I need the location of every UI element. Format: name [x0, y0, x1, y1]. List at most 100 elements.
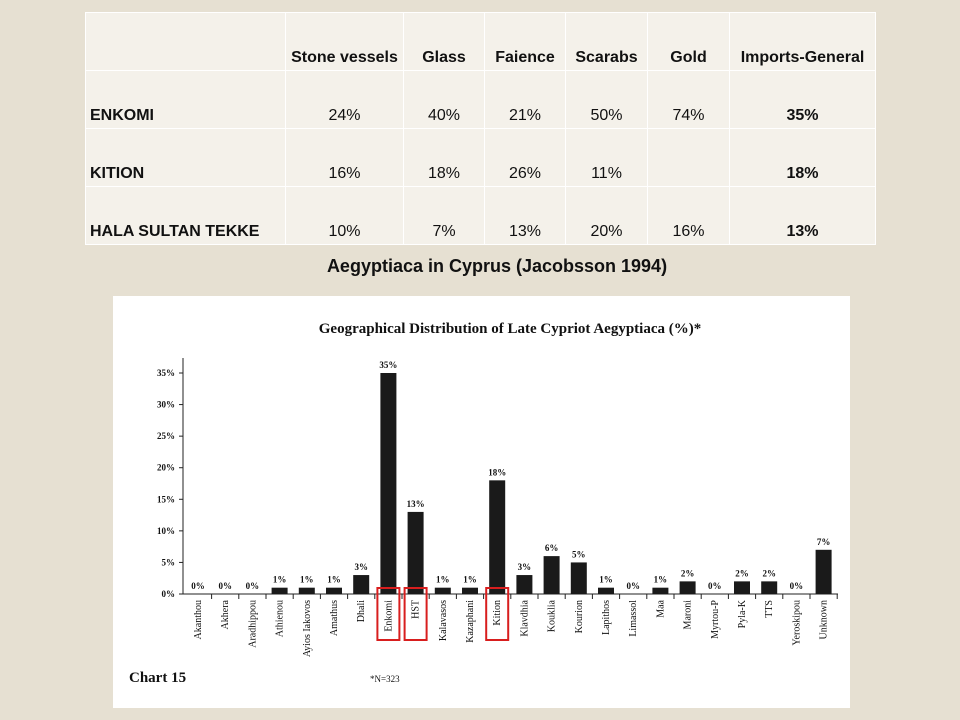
- bar: [598, 587, 614, 594]
- table-cell: 40%: [403, 70, 485, 129]
- x-tick-label: Amathus: [329, 600, 340, 636]
- x-tick-label: HST: [411, 600, 422, 619]
- data-label: 2%: [762, 568, 776, 578]
- table-cell: 74%: [647, 70, 730, 129]
- x-tick-label: Akhera: [220, 599, 231, 629]
- x-tick-label: Unknown: [819, 600, 830, 639]
- data-label: 0%: [790, 581, 804, 591]
- x-tick-label: Aradhippou: [247, 600, 258, 648]
- y-tick-label: 30%: [157, 400, 175, 410]
- bar: [652, 587, 669, 594]
- table-cell: Imports-General: [729, 12, 876, 71]
- y-tick-label: 20%: [157, 463, 175, 473]
- data-label: 1%: [273, 575, 287, 585]
- table-cell: 7%: [403, 186, 485, 245]
- x-tick-label: Dhali: [356, 600, 367, 622]
- data-label: 0%: [191, 581, 205, 591]
- table-cell: Stone vessels: [285, 12, 404, 71]
- data-label: 1%: [300, 575, 314, 585]
- x-tick-label: Pyla-K: [737, 599, 748, 628]
- y-tick-label: 0%: [162, 589, 176, 599]
- table-cell: Glass: [403, 12, 485, 71]
- data-label: 2%: [681, 568, 695, 578]
- table-cell: KITION: [85, 128, 286, 187]
- table-row: Stone vessels Glass Faience Scarabs Gold Impo…: [85, 12, 876, 71]
- highlight-box: [485, 587, 510, 641]
- table-cell: 10%: [285, 186, 404, 245]
- data-label: 1%: [599, 575, 613, 585]
- bar: [679, 581, 696, 594]
- x-tick-label: Akanthou: [193, 600, 204, 639]
- table-cell: 24%: [285, 70, 404, 129]
- x-tick-label: Maroni: [683, 600, 694, 630]
- x-tick-label: Kition: [492, 600, 503, 626]
- x-tick-label: Kazaphani: [465, 600, 476, 643]
- data-label: 0%: [218, 581, 232, 591]
- data-label: 18%: [488, 467, 506, 477]
- x-tick-label: Lapithos: [601, 600, 612, 635]
- table-cell: Scarabs: [565, 12, 648, 71]
- x-tick-label: Kalavasos: [438, 600, 449, 641]
- table-cell: 26%: [484, 128, 566, 187]
- highlight-box: [376, 587, 401, 641]
- x-tick-label: Maa: [655, 599, 666, 617]
- bar: [462, 587, 478, 594]
- data-label: 2%: [735, 568, 749, 578]
- bar: [570, 562, 587, 594]
- data-label: 7%: [817, 537, 831, 547]
- chart: Geographical Distribution of Late Cyprio…: [129, 321, 838, 686]
- table-cell: [647, 128, 730, 187]
- data-label: 5%: [572, 549, 586, 559]
- table-cell: ENKOMI: [85, 70, 286, 129]
- data-label: 3%: [518, 562, 532, 572]
- chart-label: Chart 15: [129, 670, 186, 686]
- footnote: *N=323: [370, 674, 400, 684]
- highlight-box: [403, 587, 428, 641]
- x-tick-label: Limassol: [628, 600, 639, 637]
- data-label: 0%: [708, 581, 722, 591]
- table-cell: Gold: [647, 12, 730, 71]
- bar: [543, 556, 560, 594]
- data-label: 35%: [379, 360, 397, 370]
- data-label: 0%: [246, 581, 260, 591]
- bar: [489, 480, 506, 594]
- y-tick-label: 35%: [157, 368, 175, 378]
- x-tick-label: Enkomi: [383, 600, 394, 632]
- table-cell: 11%: [565, 128, 648, 187]
- caption: Aegyptiaca in Cyprus (Jacobsson 1994): [326, 256, 668, 276]
- bar: [407, 511, 424, 594]
- x-tick-label: Ayios Iakovos: [302, 600, 313, 657]
- table-cell: 16%: [647, 186, 730, 245]
- x-tick-label: Klavdhia: [519, 599, 530, 636]
- bar: [516, 575, 533, 594]
- chart-title: Geographical Distribution of Late Cyprio…: [319, 321, 701, 337]
- data-label: 3%: [354, 562, 368, 572]
- bar: [353, 575, 370, 594]
- table-row: HALA SULTAN TEKKE 10% 7% 13% 20% 16% 13%: [85, 186, 876, 245]
- data-table: Stone vessels Glass Faience Scarabs Gold Impo…: [85, 12, 876, 245]
- table-cell: 21%: [484, 70, 566, 129]
- bar: [298, 587, 315, 594]
- data-label: 1%: [327, 575, 341, 585]
- chart-image: Geographical Distribution of Late Cyprio…: [113, 296, 850, 708]
- bar: [761, 581, 778, 594]
- y-tick-label: 15%: [157, 494, 175, 504]
- x-tick-label: TTS: [764, 600, 775, 618]
- data-label: 1%: [654, 575, 668, 585]
- y-tick-label: 5%: [162, 557, 176, 567]
- x-tick-label: Yeroskipou: [791, 600, 802, 646]
- table-row: KITION 16% 18% 26% 11% 18%: [85, 128, 876, 187]
- bar: [271, 587, 288, 594]
- table-cell: 50%: [565, 70, 648, 129]
- table-cell: 18%: [403, 128, 485, 187]
- x-tick-label: Kouklia: [547, 599, 558, 632]
- x-tick-label: Athienou: [275, 600, 286, 637]
- bar: [326, 587, 342, 594]
- bar: [380, 373, 397, 594]
- table-cell: 18%: [729, 128, 876, 187]
- table-row: ENKOMI 24% 40% 21% 50% 74% 35%: [85, 70, 876, 129]
- data-label: 1%: [463, 575, 477, 585]
- table-cell: Faience: [484, 12, 566, 71]
- bar: [734, 581, 750, 594]
